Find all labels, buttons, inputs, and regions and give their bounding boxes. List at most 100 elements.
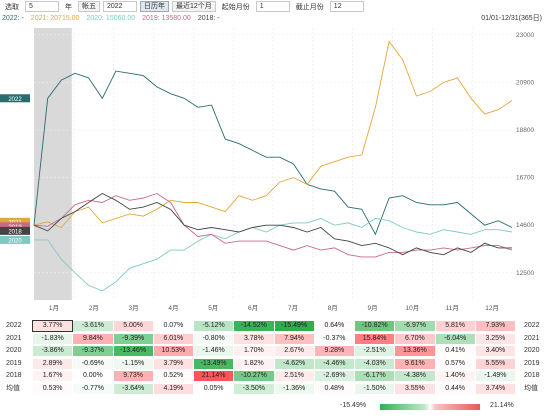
- calendar-year-button[interactable]: 日历年: [140, 1, 169, 12]
- table-cell[interactable]: 2.67%: [274, 346, 314, 356]
- x-tick-label: 8月: [328, 304, 338, 312]
- table-cell[interactable]: 1.70%: [234, 346, 274, 356]
- table-cell[interactable]: 15.84%: [355, 333, 395, 344]
- table-cell[interactable]: 0.52%: [153, 371, 193, 381]
- table-cell[interactable]: 3.40%: [475, 346, 515, 356]
- table-row-label: 2021: [6, 334, 22, 342]
- table-cell[interactable]: 3.77%: [31, 320, 74, 332]
- table-cell[interactable]: -4.46%: [314, 358, 354, 369]
- table-cell[interactable]: 3.78%: [234, 333, 274, 344]
- table-cell[interactable]: -1.83%: [33, 333, 73, 344]
- table-cell[interactable]: -10.82%: [355, 321, 395, 331]
- table-cell[interactable]: -13.49%: [194, 358, 234, 369]
- start-month-field[interactable]: 1: [255, 1, 290, 12]
- table-cell[interactable]: -9.37%: [73, 346, 113, 356]
- table-cell[interactable]: 1.40%: [435, 371, 475, 381]
- table-cell[interactable]: -1.36%: [274, 383, 314, 394]
- table-cell[interactable]: 9.28%: [314, 346, 354, 356]
- table-cell[interactable]: 1.82%: [234, 358, 274, 369]
- table-cell[interactable]: 3.79%: [153, 358, 193, 369]
- table-row-label: 2018: [6, 372, 22, 379]
- table-cell[interactable]: -1.46%: [194, 346, 234, 356]
- table-row-label-right: 2020: [524, 347, 540, 354]
- series-tag-label-2022: 2022: [8, 97, 22, 103]
- table-cell[interactable]: -10.27%: [234, 371, 274, 381]
- table-row-label-right: 均值: [524, 384, 538, 392]
- series-tag-2021: [0, 217, 30, 226]
- table-cell[interactable]: -0.77%: [73, 383, 113, 394]
- table-cell[interactable]: 0.53%: [33, 383, 73, 394]
- table-cell[interactable]: -6.17%: [355, 371, 395, 381]
- table-cell[interactable]: 1.67%: [33, 371, 73, 381]
- table-cell[interactable]: -3.86%: [33, 346, 73, 356]
- table-cell[interactable]: -2.51%: [355, 346, 395, 356]
- years-count-field[interactable]: 5: [25, 1, 59, 12]
- table-cell[interactable]: 7.93%: [475, 321, 515, 331]
- series-line-2018: [33, 192, 512, 256]
- table-cell[interactable]: 3.25%: [475, 333, 515, 344]
- table-cell[interactable]: -15.49%: [274, 321, 314, 331]
- x-tick-label: 5月: [208, 304, 218, 312]
- y-tick-label: 18800: [516, 127, 534, 134]
- end-month-label: 截止月份: [295, 3, 324, 11]
- table-cell[interactable]: -6.97%: [395, 321, 435, 331]
- table-cell[interactable]: -13.46%: [113, 346, 153, 356]
- table-cell[interactable]: 3.74%: [475, 383, 515, 394]
- table-cell[interactable]: -6.04%: [435, 333, 475, 344]
- table-cell[interactable]: 6.70%: [395, 333, 435, 344]
- last-12-months-button[interactable]: 最近12个月: [172, 1, 216, 12]
- table-cell[interactable]: 9.61%: [395, 358, 435, 369]
- table-cell[interactable]: -5.12%: [194, 321, 234, 331]
- series-tag-label-2018: 2018: [8, 229, 22, 235]
- table-cell[interactable]: 5.81%: [435, 321, 475, 331]
- table-cell[interactable]: -1.50%: [355, 383, 395, 394]
- table-cell[interactable]: 5.00%: [113, 321, 153, 331]
- table-cell[interactable]: -0.69%: [73, 358, 113, 369]
- table-cell[interactable]: 4.19%: [153, 383, 193, 394]
- table-cell[interactable]: -1.15%: [113, 358, 153, 369]
- table-row-label-right: 2018: [524, 372, 540, 379]
- table-cell[interactable]: 7.94%: [274, 333, 314, 344]
- table-cell[interactable]: 9.73%: [113, 371, 153, 381]
- table-cell[interactable]: 10.53%: [153, 346, 193, 356]
- table-cell[interactable]: 9.84%: [73, 333, 113, 344]
- table-cell[interactable]: 3.55%: [395, 383, 435, 394]
- table-cell[interactable]: -0.37%: [314, 333, 354, 344]
- table-cell[interactable]: -4.62%: [274, 358, 314, 369]
- year-field[interactable]: 2022: [103, 1, 137, 12]
- table-cell[interactable]: 0.44%: [435, 383, 475, 394]
- table-cell[interactable]: -4.03%: [355, 358, 395, 369]
- table-cell[interactable]: -3.50%: [234, 383, 274, 394]
- january-highlight-band: [34, 28, 72, 300]
- table-cell[interactable]: 0.64%: [314, 321, 354, 331]
- table-cell[interactable]: 0.57%: [435, 358, 475, 369]
- table-cell[interactable]: -3.64%: [113, 383, 153, 394]
- table-cell[interactable]: 0.05%: [194, 383, 234, 394]
- table-cell[interactable]: 0.41%: [435, 346, 475, 356]
- table-cell[interactable]: -14.52%: [234, 321, 274, 331]
- table-cell[interactable]: -9.39%: [113, 333, 153, 344]
- scale-min-label: -15.49%: [340, 402, 367, 409]
- table-cell[interactable]: 2.89%: [33, 358, 73, 369]
- account-button[interactable]: 帐五: [78, 1, 100, 12]
- table-cell[interactable]: 13.36%: [395, 346, 435, 356]
- table-cell[interactable]: 0.07%: [153, 321, 193, 331]
- table-cell[interactable]: 0.00%: [73, 371, 113, 381]
- end-month-field[interactable]: 12: [329, 1, 364, 12]
- table-cell[interactable]: -3.61%: [73, 321, 113, 331]
- table-cell[interactable]: 0.48%: [314, 383, 354, 394]
- x-tick-label: 1月: [49, 304, 59, 312]
- series-tag-2018: [0, 226, 30, 235]
- table-cell[interactable]: -0.80%: [194, 333, 234, 344]
- table-cell[interactable]: -4.38%: [395, 371, 435, 381]
- table-row-label-right: 2022: [524, 322, 540, 329]
- table-cell[interactable]: 6.01%: [153, 333, 193, 344]
- table-cell[interactable]: -1.49%: [475, 371, 515, 381]
- table-cell[interactable]: -2.69%: [314, 371, 354, 381]
- x-tick-label: 6月: [248, 304, 258, 312]
- table-cell[interactable]: 2.51%: [274, 371, 314, 381]
- table-cell[interactable]: 21.14%: [194, 371, 234, 381]
- table-cell[interactable]: 5.55%: [475, 358, 515, 369]
- y-tick-label: 14600: [516, 222, 534, 229]
- series-line-2019: [33, 193, 513, 258]
